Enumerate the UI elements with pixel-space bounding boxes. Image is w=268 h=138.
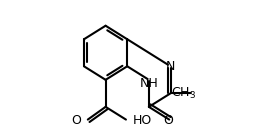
Text: O: O — [163, 114, 173, 127]
Text: NH: NH — [140, 77, 158, 90]
Text: CH$_3$: CH$_3$ — [171, 86, 196, 101]
Text: HO: HO — [133, 114, 152, 127]
Text: O: O — [71, 114, 81, 127]
Text: N: N — [166, 60, 175, 73]
